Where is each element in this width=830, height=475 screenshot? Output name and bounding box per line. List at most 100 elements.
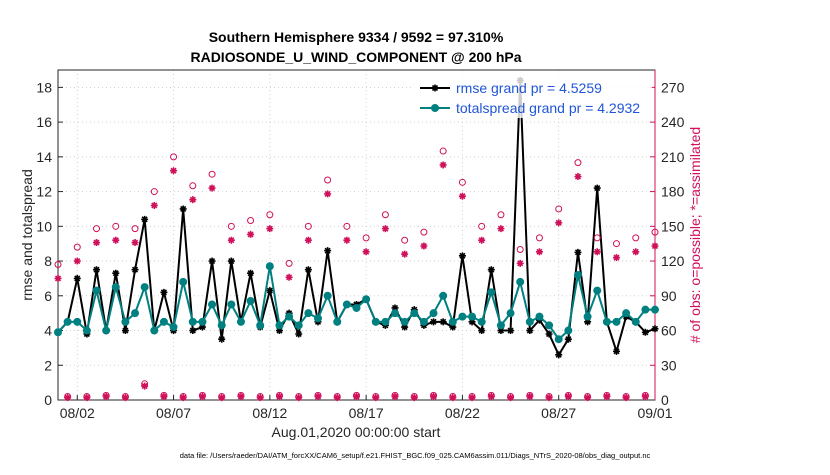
marker bbox=[439, 161, 447, 169]
marker bbox=[516, 277, 525, 286]
marker bbox=[73, 274, 81, 282]
marker bbox=[420, 242, 428, 250]
y2-tick-label: 150 bbox=[661, 218, 685, 234]
marker bbox=[525, 317, 534, 326]
y2-tick-label: 0 bbox=[661, 392, 669, 408]
marker bbox=[275, 393, 283, 401]
marker bbox=[353, 393, 360, 401]
marker bbox=[54, 328, 62, 337]
marker bbox=[555, 219, 563, 227]
marker bbox=[266, 211, 274, 219]
marker bbox=[439, 147, 447, 155]
marker bbox=[651, 305, 659, 314]
marker bbox=[112, 236, 120, 244]
marker bbox=[237, 393, 245, 401]
marker bbox=[131, 309, 140, 318]
marker bbox=[603, 393, 611, 401]
marker bbox=[497, 327, 505, 335]
y-tick-label: 10 bbox=[36, 218, 52, 234]
marker bbox=[554, 335, 563, 344]
marker bbox=[54, 274, 62, 282]
marker bbox=[439, 291, 448, 300]
marker bbox=[208, 300, 217, 309]
marker bbox=[102, 393, 110, 401]
marker bbox=[160, 393, 168, 401]
marker bbox=[295, 330, 303, 338]
marker bbox=[227, 300, 236, 309]
marker bbox=[93, 225, 101, 233]
marker bbox=[188, 317, 197, 326]
marker bbox=[612, 317, 621, 326]
marker bbox=[218, 394, 226, 402]
y2-tick-label: 270 bbox=[661, 79, 685, 95]
y2-tick-label: 210 bbox=[661, 149, 685, 165]
marker bbox=[352, 303, 361, 312]
x-axis-label: Aug.01,2020 00:00:00 start bbox=[272, 424, 441, 440]
x-tick-label: 08/27 bbox=[541, 405, 576, 421]
marker bbox=[333, 394, 341, 402]
marker bbox=[477, 317, 486, 326]
marker bbox=[343, 236, 351, 244]
marker bbox=[265, 262, 274, 271]
marker bbox=[497, 211, 505, 219]
marker bbox=[526, 327, 534, 335]
marker bbox=[420, 228, 428, 236]
footnote: data file: /Users/raeder/DAI/ATM_forcXX/… bbox=[180, 451, 651, 460]
series bbox=[54, 262, 659, 344]
marker bbox=[121, 394, 129, 402]
marker bbox=[641, 393, 649, 401]
marker bbox=[468, 318, 476, 326]
marker bbox=[458, 192, 466, 200]
marker bbox=[507, 327, 515, 335]
marker bbox=[150, 326, 159, 335]
series-line bbox=[57, 80, 656, 357]
marker bbox=[506, 309, 515, 318]
marker bbox=[73, 243, 81, 251]
marker bbox=[247, 217, 255, 225]
marker bbox=[593, 248, 601, 256]
marker bbox=[632, 248, 640, 256]
marker bbox=[612, 240, 620, 248]
x-tick-label: 09/01 bbox=[637, 405, 672, 421]
marker bbox=[313, 314, 322, 323]
marker bbox=[218, 335, 226, 343]
marker bbox=[574, 159, 582, 167]
marker bbox=[333, 317, 342, 326]
marker bbox=[401, 236, 409, 244]
marker bbox=[208, 170, 216, 178]
marker bbox=[449, 323, 457, 331]
marker bbox=[304, 222, 312, 230]
marker bbox=[584, 394, 592, 402]
marker bbox=[198, 393, 206, 401]
marker bbox=[516, 245, 524, 253]
marker bbox=[275, 321, 284, 330]
legend-box bbox=[412, 74, 652, 118]
marker bbox=[401, 250, 409, 258]
marker bbox=[141, 382, 149, 390]
marker bbox=[641, 305, 650, 314]
legend-label: totalspread grand pr = 4.2932 bbox=[456, 100, 640, 116]
marker bbox=[468, 312, 477, 321]
marker bbox=[431, 84, 439, 92]
marker bbox=[593, 234, 601, 242]
marker bbox=[612, 347, 620, 355]
marker bbox=[458, 178, 466, 186]
marker bbox=[73, 317, 82, 326]
marker bbox=[170, 153, 178, 161]
series bbox=[54, 147, 659, 401]
marker bbox=[266, 225, 274, 233]
marker bbox=[555, 351, 563, 359]
marker bbox=[631, 317, 640, 326]
marker bbox=[478, 236, 486, 244]
marker bbox=[632, 234, 640, 242]
marker bbox=[179, 277, 188, 286]
marker bbox=[564, 335, 572, 343]
marker bbox=[247, 269, 255, 277]
marker bbox=[170, 167, 178, 175]
marker bbox=[208, 184, 216, 192]
plot-frame bbox=[57, 69, 656, 401]
marker bbox=[458, 252, 466, 260]
y-tick-label: 0 bbox=[44, 392, 52, 408]
chart-subtitle: RADIOSONDE_U_WIND_COMPONENT @ 200 hPa bbox=[190, 49, 521, 65]
marker bbox=[372, 394, 380, 402]
